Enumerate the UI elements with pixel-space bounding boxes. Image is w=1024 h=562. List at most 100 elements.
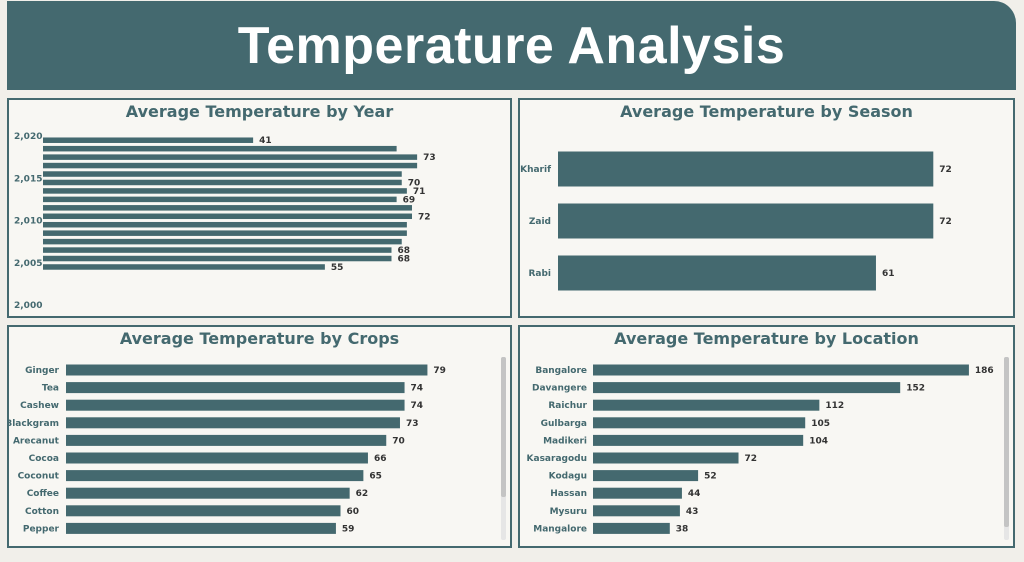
category-label: Pepper [23,524,60,534]
bar[interactable] [43,255,392,262]
data-label: 105 [811,419,830,429]
bar[interactable] [43,247,392,253]
bar[interactable] [43,221,407,228]
chart-title-location: Average Temperature by Location [614,329,919,348]
category-label: Arecanut [13,436,60,446]
bar[interactable] [558,151,934,187]
data-label: 112 [825,401,844,411]
category-label: Madikeri [543,436,587,446]
category-label: Coffee [27,489,59,499]
data-label: 152 [906,384,925,394]
y-tick-label: 2,015 [14,174,42,184]
bar[interactable] [593,452,739,464]
location-scrollbar-thumb[interactable] [1004,357,1009,527]
data-label: 70 [392,436,405,446]
chart-title-year: Average Temperature by Year [125,102,394,121]
data-label: 79 [433,366,446,376]
crops-scrollbar-thumb[interactable] [501,357,506,497]
category-label: Cocoa [29,454,59,464]
bar[interactable] [593,487,682,499]
category-label: Ginger [25,366,59,376]
bar[interactable] [43,264,325,270]
data-label: 74 [411,401,424,411]
bar[interactable] [43,213,412,220]
data-label: 55 [331,263,344,273]
bar[interactable] [66,364,428,376]
bar[interactable] [43,205,412,211]
panel-crops: Average Temperature by Crops Ginger 79 Tea… [7,325,512,548]
bar[interactable] [43,179,402,186]
bar[interactable] [66,487,350,499]
data-label: 65 [369,472,382,482]
data-label: 68 [398,246,411,256]
bar[interactable] [66,470,364,482]
bar[interactable] [43,238,402,245]
data-label: 66 [374,454,387,464]
bar[interactable] [66,399,405,411]
category-label: Kasaragodu [527,454,587,464]
bar[interactable] [43,171,402,177]
bar[interactable] [66,505,341,517]
category-label: Cashew [20,401,59,411]
bar[interactable] [66,522,336,534]
y-tick-label: 2,000 [14,301,42,311]
bar[interactable] [558,203,934,239]
chart-crops: Ginger 79 Tea 74 Cashew 74 Blackgram 73 Arecanut… [9,364,446,534]
y-tick-label: 2,020 [14,132,42,142]
category-label: Mangalore [533,524,587,534]
data-label: 72 [418,212,431,222]
data-label: 41 [259,136,272,146]
dashboard-header: Temperature Analysis [7,1,1016,90]
panel-year: Average Temperature by Year 2,020 2,015 2,… [7,98,512,318]
data-label: 73 [406,419,419,429]
bar[interactable] [43,145,397,152]
category-label: Raichur [548,401,587,411]
bar[interactable] [43,162,418,169]
data-label: 38 [676,524,689,534]
bar[interactable] [43,154,418,160]
category-label: Bangalore [535,366,587,376]
bar[interactable] [66,434,387,446]
chart-location: Bangalore 186 Davangere 152 Raichur 112 Gulbar… [527,364,994,534]
y-tick-label: 2,005 [14,259,42,269]
category-label: Blackgram [9,419,59,429]
data-label: 72 [745,454,758,464]
data-label: 70 [408,178,421,188]
data-label: 73 [423,153,436,163]
bar[interactable] [66,452,368,464]
category-label: Rabi [528,269,551,279]
bar[interactable] [43,137,254,143]
data-label: 43 [686,507,699,517]
data-label: 62 [356,489,369,499]
bar[interactable] [66,382,405,394]
bar[interactable] [43,230,407,236]
category-label: Cotton [25,507,59,517]
category-label: Zaid [529,217,551,227]
category-label: Mysuru [550,507,587,517]
data-label: 68 [398,255,411,265]
bar[interactable] [43,188,407,194]
category-label: Gulbarga [541,419,587,429]
data-label: 186 [975,366,994,376]
bar[interactable] [593,399,820,411]
bar[interactable] [593,382,901,394]
data-label: 52 [704,472,717,482]
bar[interactable] [593,470,699,482]
bar[interactable] [593,505,680,517]
crops-scrollbar[interactable] [501,357,506,540]
chart-season: Kharif 72 Zaid 72 Rabi 61 [520,151,952,291]
bar[interactable] [593,434,804,446]
category-label: Coconut [18,472,60,482]
bar[interactable] [593,364,969,376]
data-label: 59 [342,524,355,534]
bar[interactable] [593,417,806,429]
bar[interactable] [593,522,670,534]
page-title: Temperature Analysis [237,16,786,75]
bar[interactable] [66,417,400,429]
location-scrollbar[interactable] [1004,357,1009,540]
data-label: 104 [809,436,828,446]
bar[interactable] [43,196,397,203]
panel-season: Average Temperature by Season Kharif 72 Za… [518,98,1015,318]
bar[interactable] [558,255,876,291]
